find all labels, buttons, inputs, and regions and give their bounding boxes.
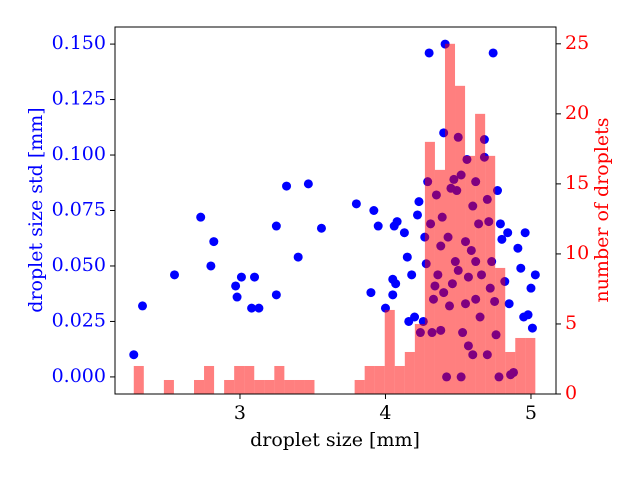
bar	[434, 169, 445, 394]
y-tick-label: 0.000	[52, 365, 106, 387]
bar	[374, 365, 385, 394]
y2-tick-label: 0	[565, 382, 577, 404]
point	[351, 199, 361, 209]
y-tick-label: 0.025	[52, 309, 106, 331]
bar	[204, 365, 215, 394]
point	[388, 290, 398, 300]
bar	[284, 379, 295, 394]
point	[520, 228, 530, 238]
point	[504, 299, 514, 309]
bar	[354, 379, 365, 394]
bar	[133, 365, 144, 394]
bar	[465, 155, 476, 394]
bar	[364, 365, 375, 394]
bar	[224, 379, 235, 394]
bar	[163, 379, 174, 394]
y-axis-label: droplet size std [mm]	[25, 107, 47, 312]
bar	[444, 43, 456, 394]
bar	[525, 337, 536, 394]
point	[497, 234, 507, 244]
point	[412, 210, 422, 220]
bar	[505, 351, 516, 394]
point	[495, 219, 505, 229]
point	[373, 221, 383, 231]
bar	[294, 379, 305, 394]
bar	[384, 309, 395, 394]
point	[369, 206, 379, 215]
point	[137, 301, 147, 311]
y2-axis-label: number of droplets	[591, 117, 613, 302]
y2-tick-label: 15	[565, 172, 589, 194]
point	[523, 310, 533, 320]
bar	[515, 337, 526, 394]
point	[493, 186, 503, 196]
y-tick-label: 0.075	[52, 199, 106, 221]
bar	[394, 365, 405, 394]
point	[303, 179, 313, 189]
point	[414, 197, 424, 207]
point	[316, 223, 326, 233]
bar	[244, 365, 255, 394]
point	[513, 243, 523, 253]
point	[402, 252, 412, 262]
y-tick-label: 0.150	[52, 32, 106, 54]
plot-frame	[114, 26, 557, 395]
point	[206, 261, 216, 271]
point	[399, 228, 409, 238]
x-axis-label: droplet size [mm]	[250, 429, 420, 451]
point	[250, 272, 260, 282]
bar	[414, 323, 425, 394]
point	[254, 303, 264, 313]
point	[209, 237, 219, 247]
point	[527, 323, 537, 333]
point	[232, 292, 242, 302]
y-tick-label: 0.100	[52, 143, 106, 165]
y2-tick-label: 10	[565, 242, 589, 264]
y2-tick-label: 25	[565, 32, 589, 54]
point	[271, 221, 281, 231]
point	[530, 270, 540, 280]
bar	[194, 379, 205, 394]
x-tick-label: 5	[525, 402, 537, 424]
y-tick-label: 0.125	[52, 88, 106, 110]
y2-tick-label: 20	[565, 102, 589, 124]
bar	[404, 351, 415, 394]
y2-tick-label: 5	[565, 312, 577, 334]
point	[516, 263, 526, 273]
point	[236, 272, 246, 282]
x-tick-label: 3	[234, 402, 246, 424]
bar	[455, 85, 466, 394]
point	[366, 288, 376, 298]
point	[293, 252, 303, 262]
point	[424, 48, 434, 58]
x-tick-label: 4	[379, 402, 391, 424]
bar	[424, 141, 435, 394]
point	[410, 312, 420, 322]
bar	[234, 365, 245, 394]
bar	[254, 379, 265, 394]
point	[503, 228, 513, 238]
point	[282, 181, 292, 191]
bar	[475, 113, 486, 395]
point	[170, 270, 180, 280]
point	[526, 283, 536, 293]
point	[488, 48, 498, 58]
point	[271, 290, 281, 300]
bar	[495, 267, 506, 394]
point	[392, 217, 402, 227]
point	[129, 350, 139, 360]
point	[391, 279, 401, 289]
bar	[485, 155, 496, 394]
point	[247, 303, 257, 313]
bar	[264, 379, 275, 394]
bar	[304, 379, 315, 394]
point	[196, 212, 206, 222]
bar	[274, 365, 285, 394]
point	[407, 270, 417, 280]
point	[231, 281, 241, 291]
y-tick-label: 0.050	[52, 254, 106, 276]
